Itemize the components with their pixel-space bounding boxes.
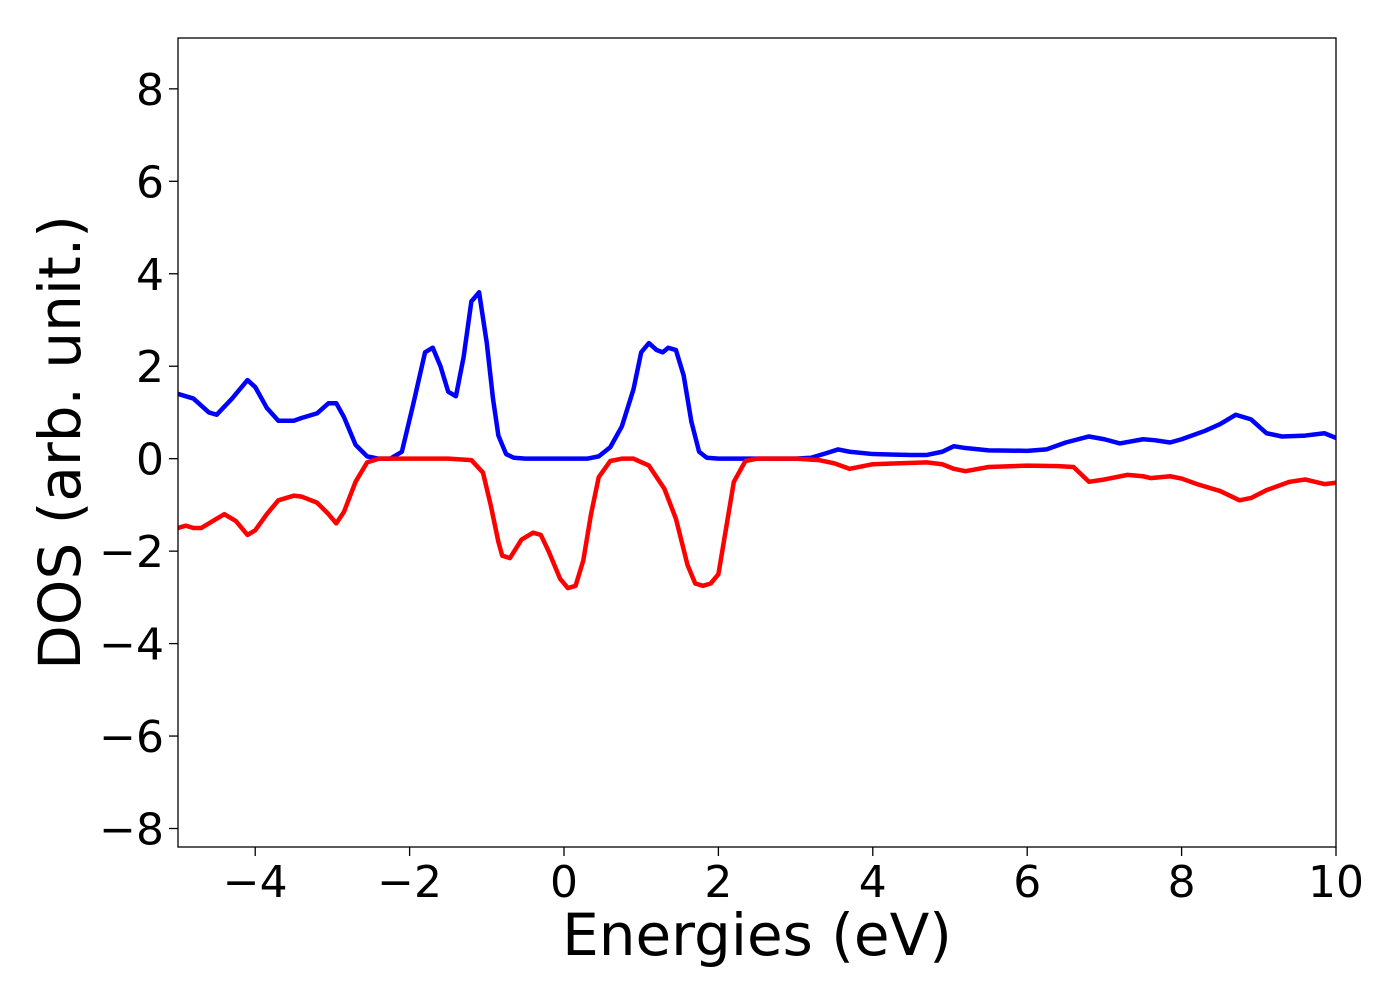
x-tick-label: −4 <box>223 857 288 908</box>
y-tick-label: −4 <box>99 620 164 671</box>
dos-line-red <box>178 456 1336 591</box>
x-axis-ticks: −4 −2 0 2 4 6 8 10 <box>223 847 1364 908</box>
x-tick-label: 2 <box>704 857 732 908</box>
plot-area <box>177 37 1337 848</box>
y-tick-label: 6 <box>136 157 164 208</box>
y-tick-label: −2 <box>99 527 164 578</box>
dos-line-blue <box>178 290 1336 461</box>
y-tick-label: 8 <box>136 65 164 116</box>
y-tick-label: −6 <box>99 712 164 763</box>
x-tick-label: 8 <box>1168 857 1196 908</box>
y-tick-label: 2 <box>136 342 164 393</box>
y-axis-ticks: 8 6 4 2 0 −2 −4 −6 −8 <box>99 65 178 856</box>
y-tick-label: 0 <box>136 435 164 486</box>
y-tick-label: −8 <box>99 805 164 856</box>
x-tick-label: −2 <box>377 857 442 908</box>
plot-frame <box>177 37 1337 848</box>
x-tick-label: 4 <box>859 857 887 908</box>
x-tick-label: 0 <box>550 857 578 908</box>
y-axis-label: DOS (arb. unit.) <box>26 215 94 670</box>
y-tick-label: 4 <box>136 250 164 301</box>
x-tick-label: 10 <box>1308 857 1364 908</box>
x-axis-label: Energies (eV) <box>562 901 952 969</box>
x-tick-label: 6 <box>1013 857 1041 908</box>
